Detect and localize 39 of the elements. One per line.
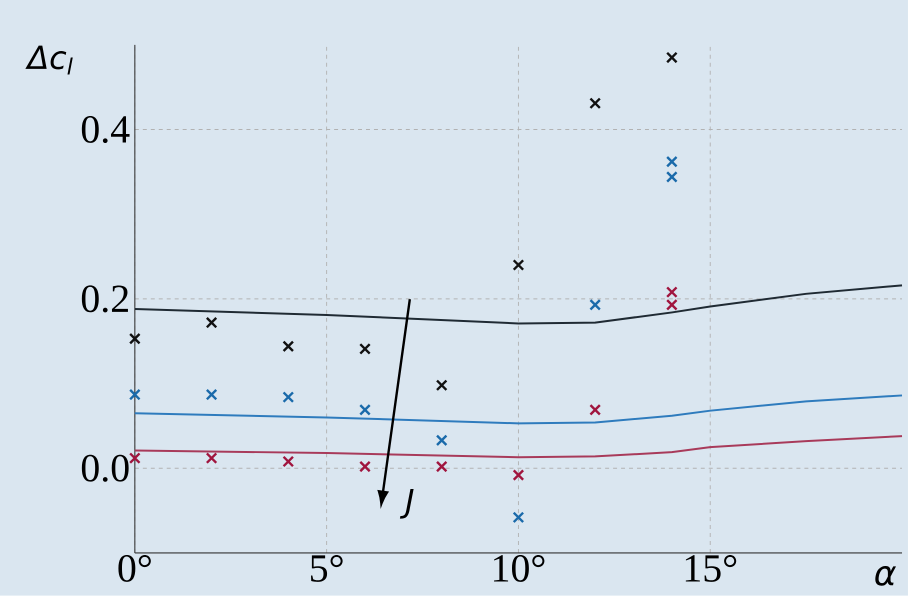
point — [128, 452, 141, 464]
x-tick-label: 0° — [118, 555, 151, 582]
annotation: J — [400, 489, 414, 519]
point — [128, 388, 141, 401]
point — [512, 469, 524, 482]
point — [666, 52, 678, 64]
point — [282, 340, 294, 352]
point — [512, 512, 524, 524]
point — [359, 343, 371, 355]
point — [282, 456, 294, 468]
point — [282, 391, 294, 404]
line-series — [134, 394, 904, 424]
y-tick-label: 0.0 — [82, 454, 129, 482]
line-series — [134, 284, 904, 325]
point — [436, 434, 448, 446]
point — [589, 97, 602, 110]
point — [206, 452, 218, 464]
point — [666, 286, 678, 298]
y-tick-label: 0.4 — [82, 116, 130, 144]
point — [436, 460, 448, 473]
point — [436, 379, 448, 392]
y-tick-label: 0.2 — [82, 285, 128, 313]
point — [128, 332, 141, 345]
line-series — [134, 435, 904, 458]
point — [206, 316, 218, 329]
point — [359, 404, 371, 416]
x-axis-title: α — [875, 566, 896, 586]
point — [589, 299, 602, 311]
x-tick-label: 15° — [686, 555, 736, 582]
point — [206, 388, 218, 401]
x-tick-label: 5° — [311, 555, 343, 582]
point — [512, 259, 524, 271]
point — [589, 404, 602, 416]
point — [666, 171, 678, 183]
point — [666, 156, 678, 168]
y-axis-title: Δc$_{l}$ — [25, 46, 73, 75]
point — [666, 299, 678, 311]
x-tick-label: 10° — [494, 555, 544, 582]
point — [359, 460, 371, 473]
